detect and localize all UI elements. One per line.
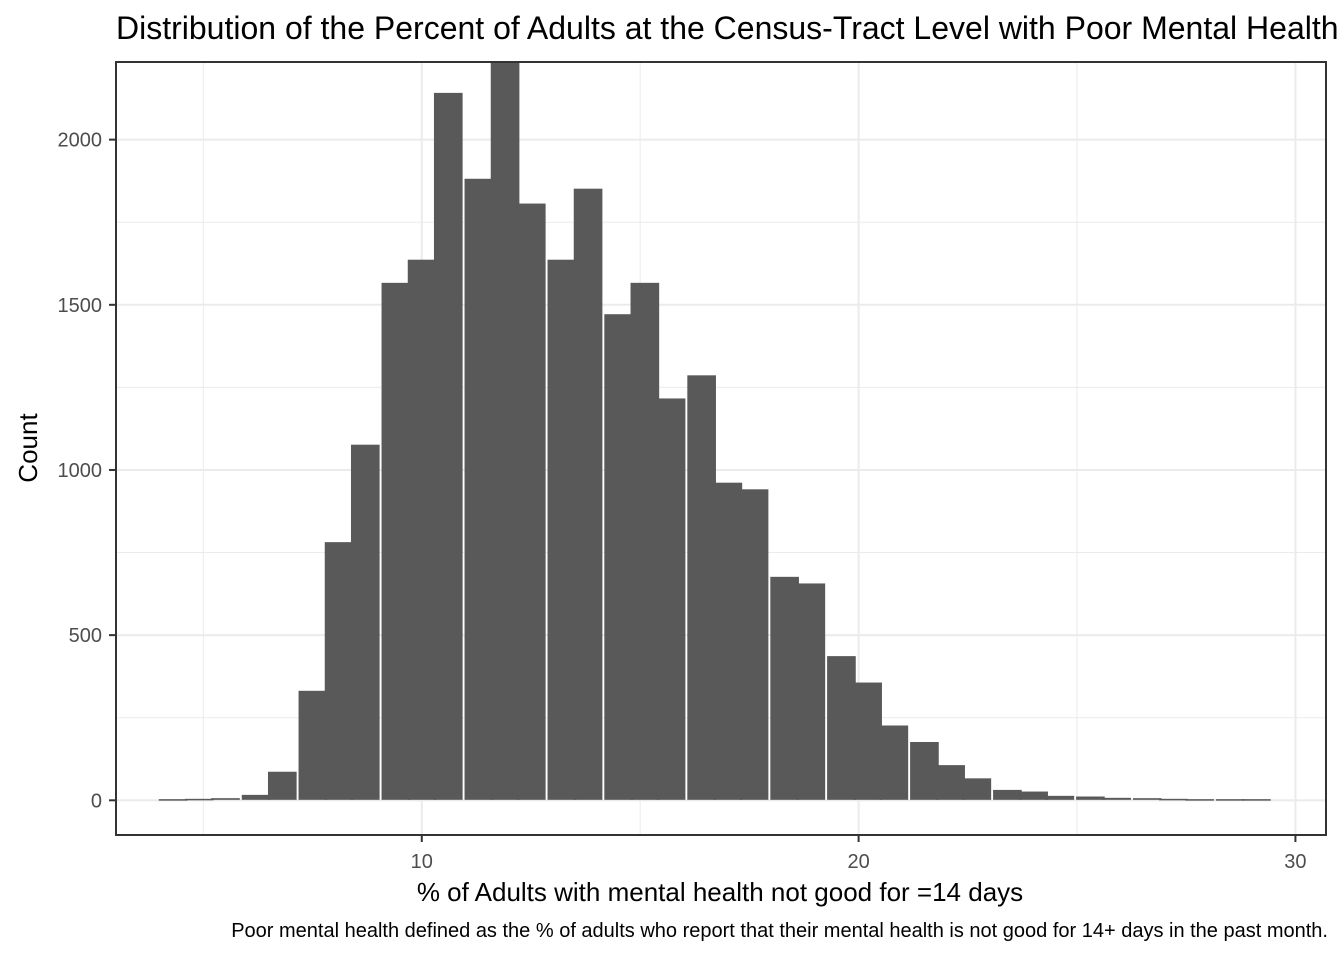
x-tick-label: 10 <box>411 851 433 873</box>
histogram-bar <box>1132 798 1162 800</box>
histogram-bar <box>464 178 494 800</box>
histogram-bar <box>770 576 799 800</box>
histogram-bar <box>739 489 769 800</box>
y-tick-label: 0 <box>91 790 102 812</box>
histogram-bar <box>158 799 188 801</box>
y-axis-title: Count <box>13 413 43 483</box>
histogram-bar <box>936 765 965 800</box>
histogram-bar <box>879 725 909 800</box>
histogram-bar <box>1185 799 1214 801</box>
histogram-bar <box>1242 799 1271 801</box>
histogram-bar <box>350 444 380 800</box>
axis-layer: 0 500 1000 1500 2000 10 20 30 <box>58 130 1307 873</box>
y-tick-label: 1500 <box>58 295 103 317</box>
histogram-bar <box>381 282 411 800</box>
histogram-bar <box>1045 795 1075 800</box>
chart-title: Distribution of the Percent of Adults at… <box>116 10 1339 46</box>
histogram-bar <box>1076 796 1105 800</box>
histogram-bar <box>962 778 992 800</box>
histogram-bar <box>407 259 437 800</box>
histogram-bar <box>516 203 546 800</box>
histogram-bar <box>604 314 633 800</box>
histogram-bar <box>433 92 463 800</box>
panel-border <box>115 61 1327 836</box>
histogram-bar <box>1019 791 1048 800</box>
chart-caption: Poor mental health defined as the % of a… <box>231 920 1328 942</box>
histogram-bar <box>184 798 214 801</box>
histogram-bar <box>796 583 826 800</box>
x-axis-title: % of Adults with mental health not good … <box>417 877 1023 907</box>
histogram-bar <box>490 61 520 800</box>
histogram-bar <box>298 690 328 800</box>
histogram-bar <box>993 789 1022 800</box>
histogram-bar <box>827 656 856 800</box>
y-tick-label: 500 <box>69 625 102 647</box>
histogram-bar <box>267 771 297 800</box>
histogram-bar <box>910 742 939 800</box>
histogram-bar <box>853 682 882 800</box>
histogram-bar <box>656 398 686 800</box>
histogram-bar <box>573 188 603 800</box>
histogram-bar <box>630 282 660 800</box>
grid-layer <box>116 62 1326 835</box>
bars-layer <box>158 61 1271 801</box>
histogram-bar <box>687 375 716 800</box>
histogram-bar <box>211 798 240 800</box>
histogram-bar <box>1215 799 1245 801</box>
histogram-bar <box>241 794 271 800</box>
histogram-bar <box>547 259 577 800</box>
histogram-bar <box>1102 797 1131 800</box>
histogram-bar <box>324 542 354 800</box>
histogram-bar <box>1159 798 1188 801</box>
x-tick-label: 20 <box>847 851 869 873</box>
x-tick-label: 30 <box>1284 851 1306 873</box>
y-tick-label: 1000 <box>58 460 103 482</box>
y-tick-label: 2000 <box>58 130 103 152</box>
histogram-bar <box>713 482 743 800</box>
